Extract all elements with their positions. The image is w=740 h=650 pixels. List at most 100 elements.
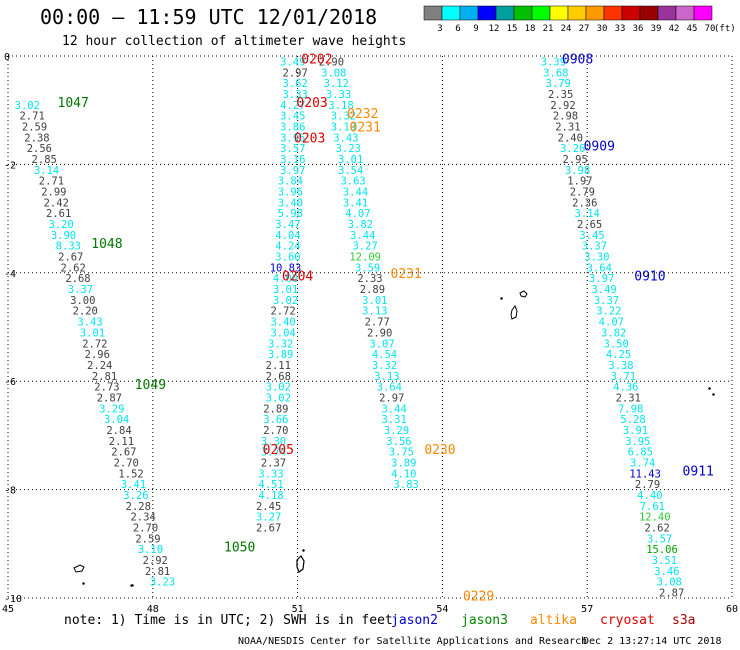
pass-time-label: 0910 [634,270,665,285]
footer-credit: NOAA/NESDIS Center for Satellite Applica… [238,636,587,647]
wave-height-value: 3.44 [381,403,406,415]
wave-height-value: 2.89 [360,284,385,296]
wave-height-value: 3.08 [657,577,682,589]
wave-height-value: 3.31 [381,414,406,426]
wave-height-value: 3.02 [266,392,291,404]
wave-height-value: 2.33 [357,273,382,285]
wave-height-value: 3.64 [587,262,612,274]
wave-height-value: 4.07 [599,317,624,329]
wave-height-value: 3.97 [589,273,614,285]
wave-height-value: 3.23 [336,143,361,155]
wave-height-value: 2.24 [87,360,112,372]
wave-height-value: 3.38 [608,360,633,372]
wave-height-value: 4.36 [613,382,638,394]
wave-height-value: 5.28 [620,414,645,426]
wave-height-value: 3.45 [280,111,305,123]
wave-height-value: 2.89 [263,403,288,415]
colorbar-label: 18 [525,24,536,34]
wave-height-value: 2.90 [367,327,392,339]
pass-time-label: 0229 [463,589,494,604]
track-altika: 2.903.083.123.333.183.323.193.433.233.01… [319,56,419,491]
wave-height-value: 3.32 [372,360,397,372]
wave-height-value: 2.36 [572,197,597,209]
wave-height-value: 3.02 [273,295,298,307]
x-tick-label: 51 [292,604,304,615]
wave-height-value: 3.86 [280,121,305,133]
wave-height-value: 3.10 [138,544,163,556]
wave-height-value: 2.61 [46,208,71,220]
altimeter-tracks: 3.022.712.592.382.562.853.142.712.992.42… [15,56,685,599]
wave-height-value: 2.67 [58,252,83,264]
island-shape [510,304,518,320]
wave-height-value: 3.00 [70,295,95,307]
legend-altika: altika [530,613,577,628]
wave-height-value: 3.16 [280,154,305,166]
colorbar-label: 12 [489,24,500,34]
colorbar-swatch [621,5,641,21]
x-tick-label: 54 [436,604,448,615]
wave-height-value: 3.14 [575,208,600,220]
wave-height-value: 2.67 [111,447,136,459]
wave-height-value: 2.70 [263,425,288,437]
wave-height-value: 2.79 [570,187,595,199]
pass-time-label: 0203 [294,131,325,146]
wave-height-value: 3.63 [340,176,365,188]
axis-tick-labels: 45 48 51 54 57 60 0 -2 -4 -6 -8 -10 [2,52,738,615]
colorbar-swatch [639,5,659,21]
wave-height-value: 2.35 [548,89,573,101]
wave-height-value: 3.37 [594,295,619,307]
wave-height-value: 3.01 [80,327,105,339]
wave-height-value: 3.82 [601,327,626,339]
wave-height-value: 2.68 [65,273,90,285]
wave-height-value: 2.84 [106,425,131,437]
wave-height-value: 3.02 [266,382,291,394]
wave-height-value: 3.62 [283,78,308,90]
wave-height-value: 4.54 [372,349,397,361]
wave-height-value: 2.81 [92,371,117,383]
colorbar-swatch [459,5,479,21]
wave-height-value: 7.98 [618,403,643,415]
wave-height-value: 3.75 [389,447,414,459]
pass-time-label: 0908 [562,53,593,68]
wave-height-value: 3.68 [543,67,568,79]
grid-lines [7,55,733,599]
wave-height-value: 2.56 [27,143,52,155]
x-tick-label: 57 [581,604,593,615]
colorbar-swatch [675,5,695,21]
wave-height-value: 4.51 [258,479,283,491]
pass-time-label: 1049 [135,378,166,393]
island-shape [73,564,85,573]
wave-height-value: 4.10 [391,468,416,480]
pass-time-label: 1047 [58,96,89,111]
wave-height-value: 2.20 [73,306,98,318]
wave-height-value: 3.96 [278,187,303,199]
wave-height-value: 2.40 [558,132,583,144]
wave-height-value: 3.84 [278,176,303,188]
pass-time-label: 1050 [224,541,255,556]
colorbar-label: 3 [437,24,442,34]
colorbar-label: 9 [473,24,478,34]
legend-cryosat: cryosat [600,613,655,628]
footer-timestamp: Dec 2 13:27:14 UTC 2018 [583,636,721,647]
wave-height-value: 3.51 [652,555,677,567]
wave-height-value: 2.42 [44,197,69,209]
wave-height-value: 3.43 [333,132,358,144]
wave-height-value: 3.40 [278,197,303,209]
wave-height-value: 6.85 [628,447,653,459]
wave-height-value: 3.26 [560,143,585,155]
colorbar-swatch [423,5,443,21]
island-shape [500,297,503,300]
wave-height-value: 3.39 [541,56,566,68]
wave-height-value: 3.57 [280,143,305,155]
wave-height-value: 3.89 [268,349,293,361]
wave-height-value: 3.02 [15,100,40,112]
wave-height-value: 3.97 [280,165,305,177]
colorbar-label: 45 [687,24,698,34]
wave-height-value: 3.89 [391,458,416,470]
wave-height-value: 2.62 [645,523,670,535]
wave-height-value: 4.04 [275,230,300,242]
island-outlines [73,290,715,587]
wave-height-value: 3.59 [355,262,380,274]
wave-height-value: 2.65 [577,219,602,231]
